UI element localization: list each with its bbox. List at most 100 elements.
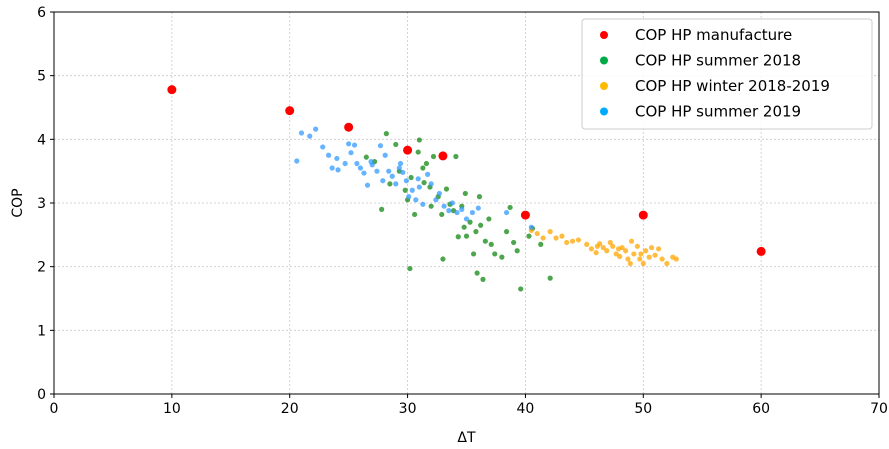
point-cop-hp-summer-2018 [443, 186, 450, 192]
point-cop-hp-summer-2019 [415, 176, 421, 182]
point-cop-hp-winter-2018-2019 [673, 256, 679, 262]
x-tick-label: 0 [50, 401, 59, 417]
point-cop-hp-winter-2018-2019 [553, 235, 559, 241]
point-cop-hp-summer-2019 [396, 165, 402, 171]
x-axis-label: ΔT [457, 430, 476, 446]
point-cop-hp-winter-2018-2019 [638, 251, 644, 257]
point-cop-hp-summer-2019 [329, 165, 335, 171]
point-cop-hp-summer-2019 [313, 126, 319, 132]
point-cop-hp-summer-2019 [351, 142, 358, 148]
y-tick-label: 0 [37, 387, 46, 403]
point-cop-hp-manufacture [520, 210, 530, 220]
x-tick-label: 30 [399, 401, 417, 417]
point-cop-hp-winter-2018-2019 [564, 239, 570, 246]
point-cop-hp-summer-2018 [363, 154, 369, 160]
point-cop-hp-summer-2018 [439, 211, 445, 218]
point-cop-hp-summer-2019 [469, 209, 475, 216]
point-cop-hp-summer-2018 [393, 141, 399, 148]
y-tick-label: 4 [37, 132, 46, 148]
legend-label: COP HP winter 2018-2019 [635, 77, 830, 95]
point-cop-hp-summer-2019 [382, 152, 388, 158]
point-cop-hp-summer-2019 [406, 194, 412, 200]
point-cop-hp-summer-2018 [473, 229, 479, 235]
legend-marker [600, 107, 608, 116]
point-cop-hp-summer-2018 [415, 149, 421, 155]
x-axis-ticks: 0 10 20 30 40 50 60 70 [50, 394, 888, 417]
point-cop-hp-summer-2018 [492, 251, 498, 257]
point-cop-hp-summer-2018 [467, 219, 473, 225]
x-tick-label: 60 [752, 401, 770, 417]
point-cop-hp-summer-2018 [420, 165, 426, 171]
point-cop-hp-summer-2018 [379, 206, 385, 212]
point-cop-hp-summer-2018 [383, 131, 389, 137]
point-cop-hp-summer-2019 [307, 133, 313, 139]
point-cop-hp-winter-2018-2019 [569, 238, 576, 244]
x-tick-label: 70 [870, 401, 888, 417]
point-cop-hp-winter-2018-2019 [593, 250, 599, 256]
legend-marker [600, 82, 608, 90]
point-cop-hp-summer-2018 [478, 222, 484, 228]
point-cop-hp-summer-2018 [488, 241, 494, 247]
point-cop-hp-summer-2019 [420, 201, 426, 207]
point-cop-hp-winter-2018-2019 [559, 233, 565, 239]
x-tick-label: 20 [281, 401, 299, 417]
point-cop-hp-summer-2019 [433, 197, 439, 203]
point-cop-hp-summer-2018 [387, 181, 393, 187]
point-cop-hp-summer-2019 [364, 182, 371, 188]
point-cop-hp-summer-2018 [547, 275, 553, 281]
point-cop-hp-summer-2019 [298, 130, 305, 136]
x-tick-label: 50 [634, 401, 652, 417]
point-cop-hp-winter-2018-2019 [540, 235, 546, 241]
point-cop-hp-summer-2018 [470, 251, 477, 257]
y-tick-label: 3 [37, 196, 46, 212]
legend-label: COP HP summer 2019 [635, 103, 801, 121]
point-cop-hp-summer-2018 [463, 233, 470, 239]
point-cop-hp-summer-2019 [348, 150, 354, 156]
point-cop-hp-summer-2019 [334, 155, 340, 162]
data-points [167, 85, 766, 292]
point-cop-hp-summer-2018 [462, 190, 468, 197]
point-cop-hp-summer-2019 [436, 190, 442, 197]
point-cop-hp-summer-2018 [476, 194, 483, 200]
point-cop-hp-summer-2018 [430, 153, 437, 160]
point-cop-hp-summer-2018 [486, 216, 492, 222]
point-cop-hp-summer-2018 [440, 256, 446, 262]
y-axis-label: COP [10, 188, 26, 217]
point-cop-hp-summer-2019 [400, 169, 406, 176]
point-cop-hp-summer-2019 [386, 168, 392, 174]
point-cop-hp-winter-2018-2019 [610, 243, 616, 249]
point-cop-hp-summer-2019 [403, 178, 409, 184]
point-cop-hp-summer-2018 [538, 241, 544, 247]
y-tick-label: 6 [37, 5, 46, 21]
point-cop-hp-summer-2019 [320, 144, 326, 150]
point-cop-hp-winter-2018-2019 [607, 239, 613, 246]
point-cop-hp-summer-2018 [455, 234, 461, 240]
point-cop-hp-summer-2019 [459, 206, 465, 212]
point-cop-hp-summer-2019 [294, 158, 300, 164]
point-cop-hp-winter-2018-2019 [656, 246, 662, 252]
point-cop-hp-manufacture [756, 246, 766, 256]
point-cop-hp-summer-2019 [397, 160, 404, 167]
point-cop-hp-winter-2018-2019 [600, 244, 606, 251]
point-cop-hp-summer-2019 [374, 168, 380, 174]
point-cop-hp-summer-2019 [335, 167, 341, 173]
point-cop-hp-summer-2019 [454, 209, 460, 216]
point-cop-hp-winter-2018-2019 [634, 243, 640, 249]
point-cop-hp-manufacture [403, 145, 413, 155]
x-tick-label: 10 [163, 401, 181, 417]
point-cop-hp-summer-2019 [528, 224, 534, 230]
point-cop-hp-summer-2019 [354, 160, 360, 167]
legend-box [581, 18, 873, 130]
point-cop-hp-summer-2019 [346, 141, 352, 147]
point-cop-hp-winter-2018-2019 [623, 248, 629, 254]
y-tick-label: 2 [37, 260, 46, 276]
legend: COP HP manufacture COP HP summer 2018 COP … [581, 18, 873, 130]
point-cop-hp-summer-2019 [342, 160, 348, 167]
point-cop-hp-summer-2018 [507, 204, 513, 211]
legend-marker [600, 31, 608, 39]
point-cop-hp-summer-2019 [357, 165, 364, 171]
point-cop-hp-winter-2018-2019 [625, 256, 631, 262]
x-tick-label: 40 [517, 401, 535, 417]
point-cop-hp-summer-2018 [482, 238, 488, 244]
point-cop-hp-summer-2019 [393, 181, 399, 187]
